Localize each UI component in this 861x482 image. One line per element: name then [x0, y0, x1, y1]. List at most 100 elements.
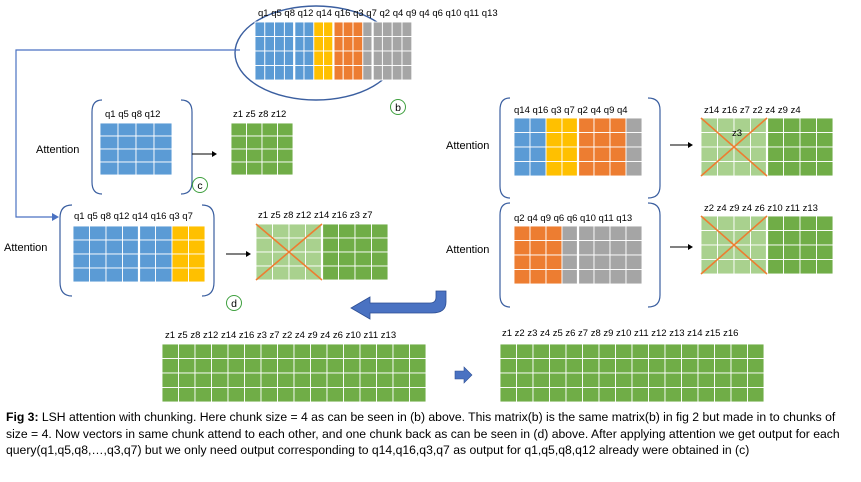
matrix-cell — [260, 358, 278, 374]
matrix-cell — [582, 372, 600, 388]
matrix-cell — [513, 254, 531, 270]
combined-output-matrix — [161, 343, 427, 403]
matrix-cell — [362, 65, 374, 81]
matrix-cell — [194, 358, 212, 374]
matrix-cell — [401, 65, 413, 81]
matrix-cell — [338, 251, 356, 267]
matrix-cell — [326, 358, 344, 374]
matrix-cell — [545, 132, 563, 148]
matrix-cell — [230, 161, 247, 176]
matrix-cell — [545, 117, 563, 133]
figure-caption: Fig 3: LSH attention with chunking. Here… — [6, 409, 856, 459]
matrix-cell — [321, 223, 339, 239]
matrix-cell — [161, 343, 179, 359]
matrix-cell — [648, 358, 666, 374]
matrix-cell — [211, 387, 229, 403]
matrix-cell — [359, 372, 377, 388]
matrix-cell — [277, 148, 294, 163]
matrix-cell — [664, 387, 682, 403]
matrix-cell — [733, 161, 751, 177]
matrix-cell — [178, 343, 196, 359]
matrix-cell — [227, 343, 245, 359]
matrix-cell — [392, 387, 410, 403]
matrix-cell — [227, 372, 245, 388]
matrix-cell — [153, 148, 173, 163]
matrix-cell — [593, 146, 611, 162]
matrix-cell — [513, 240, 531, 256]
matrix-cell — [122, 253, 140, 269]
matrix-cell — [750, 146, 768, 162]
matrix-cell — [648, 372, 666, 388]
panel-c-bracket-right — [180, 99, 193, 195]
matrix-cell — [730, 372, 748, 388]
panel-c-bracket-left — [91, 99, 103, 195]
matrix-cell — [766, 259, 784, 275]
matrix-cell — [730, 358, 748, 374]
matrix-cell — [561, 269, 579, 285]
matrix-cell — [342, 21, 354, 37]
panel-e-inner-label: z3 — [732, 128, 742, 139]
matrix-cell — [305, 237, 323, 253]
combined-output-header: z1 z5 z8 z12 z14 z16 z3 z7 z2 z4 z9 z4 z… — [165, 330, 396, 341]
matrix-cell — [561, 117, 579, 133]
matrix-cell — [730, 343, 748, 359]
matrix-cell — [89, 239, 107, 255]
matrix-cell — [577, 225, 595, 241]
matrix-cell — [99, 135, 119, 150]
panel-d: Attention q1 q5 q8 q12 q14 q16 q3 q7 z1 … — [4, 204, 389, 311]
matrix-cell — [161, 372, 179, 388]
matrix-cell — [529, 146, 547, 162]
matrix-cell — [609, 254, 627, 270]
matrix-cell — [135, 122, 155, 137]
panel-b-matrix — [254, 21, 413, 81]
matrix-cell — [631, 358, 649, 374]
matrix-cell — [499, 343, 517, 359]
matrix-cell — [188, 253, 206, 269]
matrix-cell — [529, 132, 547, 148]
matrix-cell — [372, 65, 383, 81]
matrix-cell — [303, 65, 315, 81]
panel-d-output-header: z1 z5 z8 z12 z14 z16 z3 z7 — [258, 210, 373, 221]
svg-text:b: b — [395, 102, 401, 114]
matrix-cell — [264, 50, 276, 66]
matrix-cell — [188, 225, 206, 241]
matrix-cell — [293, 358, 311, 374]
matrix-cell — [381, 50, 393, 66]
matrix-cell — [326, 372, 344, 388]
matrix-cell — [714, 372, 732, 388]
matrix-cell — [188, 239, 206, 255]
matrix-cell — [648, 387, 666, 403]
matrix-cell — [227, 358, 245, 374]
matrix-cell — [733, 215, 751, 231]
matrix-cell — [816, 215, 834, 231]
matrix-cell — [89, 225, 107, 241]
matrix-cell — [799, 117, 817, 133]
matrix-cell — [409, 358, 427, 374]
matrix-cell — [323, 36, 334, 52]
matrix-cell — [714, 343, 732, 359]
matrix-cell — [561, 161, 579, 177]
matrix-cell — [260, 372, 278, 388]
matrix-cell — [598, 343, 616, 359]
matrix-cell — [532, 387, 550, 403]
matrix-cell — [313, 21, 325, 37]
matrix-cell — [283, 36, 295, 52]
matrix-cell — [513, 146, 531, 162]
matrix-cell — [816, 230, 834, 246]
matrix-cell — [529, 117, 547, 133]
matrix-cell — [648, 343, 666, 359]
matrix-cell — [697, 372, 715, 388]
matrix-cell — [117, 148, 137, 163]
matrix-cell — [352, 21, 364, 37]
matrix-cell — [343, 372, 361, 388]
matrix-cell — [664, 358, 682, 374]
matrix-cell — [577, 269, 595, 285]
svg-text:d: d — [231, 298, 237, 310]
matrix-cell — [244, 343, 262, 359]
matrix-cell — [352, 50, 364, 66]
matrix-cell — [188, 267, 206, 283]
matrix-cell — [288, 265, 306, 281]
panel-d-query-header: q1 q5 q8 q12 q14 q16 q3 q7 — [74, 211, 193, 222]
matrix-cell — [246, 135, 263, 150]
matrix-cell — [582, 358, 600, 374]
